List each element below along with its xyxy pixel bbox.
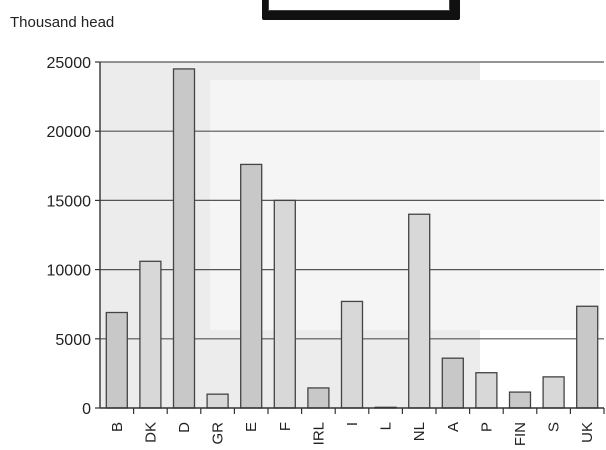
y-tick-label: 10000 xyxy=(47,263,92,280)
bar-UK xyxy=(576,305,599,409)
x-tick-labels: B DK D GR E F IRL I L NL A P FIN S UK xyxy=(109,422,596,446)
bar-FIN xyxy=(508,391,532,409)
x-tick-label: NL xyxy=(411,422,428,441)
bar-DK xyxy=(139,260,162,409)
x-tick-label: E xyxy=(243,422,260,432)
x-tick-label: IRL xyxy=(310,422,327,445)
bar-B xyxy=(105,311,128,409)
bar-P xyxy=(475,372,498,409)
x-tick-label: L xyxy=(378,422,395,430)
x-tick-label: FIN xyxy=(512,422,529,446)
axes xyxy=(95,61,605,414)
y-tick-labels: 0 5000 10000 15000 20000 25000 xyxy=(47,55,92,418)
bar-IRL xyxy=(307,387,330,409)
x-tick-label: UK xyxy=(579,422,596,443)
x-tick-label: A xyxy=(445,422,462,432)
bar-NL xyxy=(408,213,431,409)
bar-A xyxy=(441,357,464,409)
legend-box xyxy=(262,0,460,20)
bar-F xyxy=(273,199,296,409)
bar-E xyxy=(240,163,263,409)
y-tick-label: 0 xyxy=(82,401,91,418)
y-tick-label: 25000 xyxy=(47,55,92,72)
x-tick-label: F xyxy=(277,422,294,431)
y-tick-label: 5000 xyxy=(55,332,91,349)
x-tick-label: P xyxy=(478,422,495,432)
bar-GR xyxy=(206,393,229,409)
panel-shade-center xyxy=(210,80,600,330)
legend-inner xyxy=(268,0,450,11)
bar-S xyxy=(542,376,565,409)
y-tick-label: 15000 xyxy=(47,193,92,210)
y-axis-label: Thousand head xyxy=(10,14,115,31)
x-tick-label: S xyxy=(546,422,563,432)
bar-I xyxy=(340,300,364,409)
y-tick-label: 20000 xyxy=(47,124,92,141)
x-tick-label: I xyxy=(344,422,361,426)
x-tick-label: DK xyxy=(142,422,159,443)
bar-D xyxy=(172,68,196,409)
x-tick-label: D xyxy=(176,422,193,433)
x-tick-label: B xyxy=(109,422,126,432)
x-tick-label: GR xyxy=(210,422,227,445)
